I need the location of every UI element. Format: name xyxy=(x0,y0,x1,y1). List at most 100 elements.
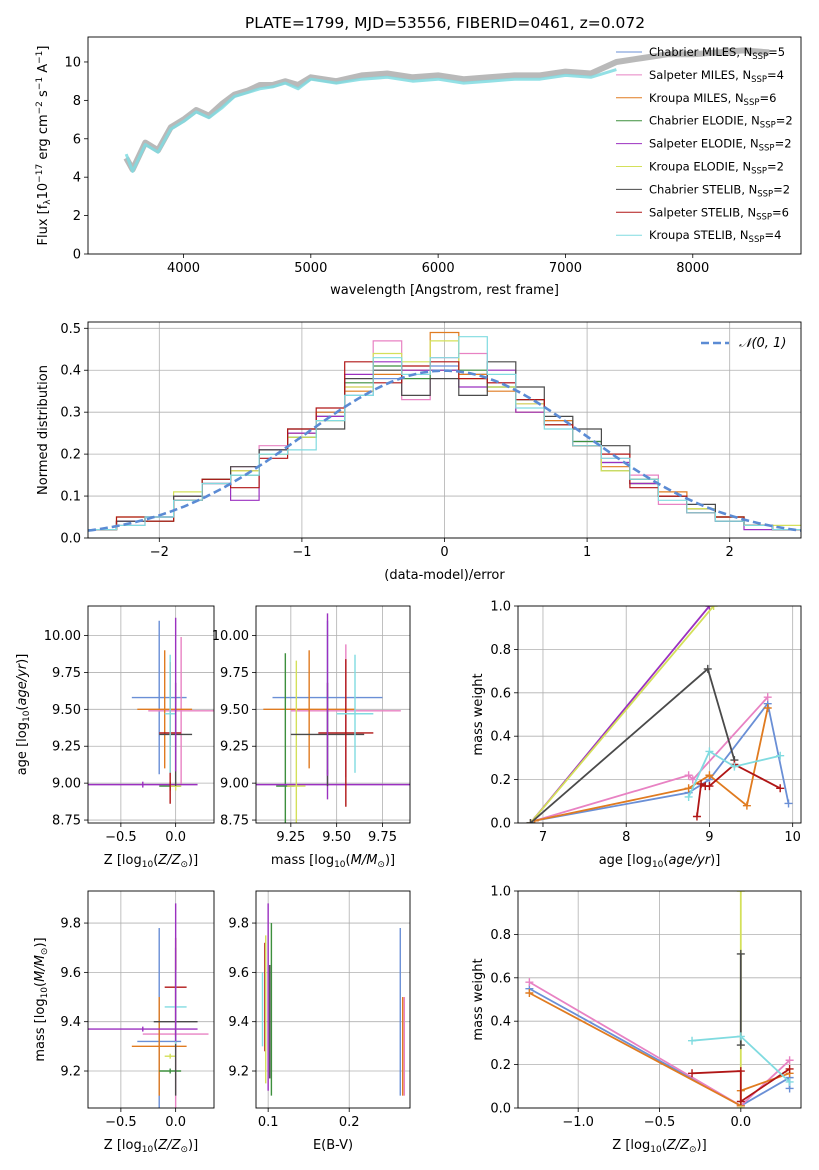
weight-marker xyxy=(705,771,714,780)
y-tick-label: 9.6 xyxy=(60,966,81,981)
y-tick-label: 0.1 xyxy=(60,490,81,505)
x-tick-label: 8000 xyxy=(676,261,709,276)
y-tick-label: 0.0 xyxy=(490,817,511,832)
y-tick-label: 0.4 xyxy=(60,364,81,379)
y-tick-label: 0 xyxy=(73,248,81,263)
y-tick-label: 0.8 xyxy=(490,643,511,658)
residual-hist-Kroupa STELIB xyxy=(88,336,801,531)
y-tick-label: 9.50 xyxy=(220,703,249,718)
y-axis-label: mass weight xyxy=(471,673,486,755)
y-tick-label: 4 xyxy=(73,171,81,186)
y-tick-label: 9.8 xyxy=(60,917,81,932)
weight-line xyxy=(691,1068,791,1104)
x-tick-label: 6000 xyxy=(422,261,455,276)
errorbar-point xyxy=(131,620,187,775)
x-tick-label: −1.0 xyxy=(562,1115,594,1130)
mass_vs_Z-panel: −0.5 0.0 9.2 9.4 9.6 9.8 Z [log10(Z/Z⊙)] mass [… xyxy=(33,890,215,1155)
weight-marker xyxy=(736,891,745,895)
x-tick-label: −0.5 xyxy=(105,830,137,845)
weight-marker xyxy=(736,1067,745,1076)
errorbar-point xyxy=(164,654,176,773)
weight-lines xyxy=(525,891,794,1108)
x-tick-label: −0.5 xyxy=(644,1115,676,1130)
axes-frame xyxy=(87,321,802,539)
weight-marker xyxy=(705,747,714,756)
weight-marker xyxy=(688,1036,697,1045)
y-tick-label: 0.2 xyxy=(60,448,81,463)
residual-steps xyxy=(88,331,801,532)
weight-lines xyxy=(526,606,793,823)
y-tick-label: 0.8 xyxy=(490,928,511,943)
weight-line xyxy=(529,606,715,823)
x-axis-label: Z [log10(Z/Z⊙)] xyxy=(104,853,198,870)
errorbars xyxy=(88,617,214,804)
spectrum-series-model xyxy=(124,68,617,173)
weight-marker xyxy=(709,606,718,610)
y-tick-label: 0.2 xyxy=(490,773,511,788)
mass_vs_EBV-panel: 0.1 0.2 9.2 9.4 9.6 9.8 E(B-V) xyxy=(228,890,411,1153)
legend-label: Kroupa ELODIE, NSSP=2 xyxy=(649,160,784,177)
errorbar-point xyxy=(287,660,306,823)
x-axis-label: age [log10(age/yr)] xyxy=(599,853,721,870)
x-axis-label: wavelength [Angstrom, rest frame] xyxy=(330,283,559,298)
y-tick-label: 0.5 xyxy=(60,322,81,337)
weight-marker xyxy=(763,693,772,702)
x-tick-label: 2 xyxy=(726,545,734,560)
y-tick-label: 8 xyxy=(73,94,81,109)
y-axis-label: mass weight xyxy=(471,958,486,1040)
y-tick-label: 2 xyxy=(73,209,81,224)
y-tick-label: 9.6 xyxy=(228,966,249,981)
y-tick-label: 10.00 xyxy=(212,629,249,644)
y-tick-label: 9.8 xyxy=(228,917,249,932)
weight-marker xyxy=(684,792,693,801)
legend-label: 𝒩(0, 1) xyxy=(739,336,786,351)
weight-marker xyxy=(736,1097,745,1106)
y-tick-label: 9.75 xyxy=(52,666,81,681)
x-axis-label: (data-model)/error xyxy=(384,568,505,583)
legend-label: Kroupa MILES, NSSP=6 xyxy=(649,91,776,108)
y-tick-label: 9.2 xyxy=(60,1065,81,1080)
y-tick-label: 8.75 xyxy=(220,814,249,829)
x-axis-label: Z [log10(Z/Z⊙)] xyxy=(104,1138,198,1155)
axes-frame xyxy=(517,890,802,1109)
series-Salpeter MILES xyxy=(530,693,772,823)
y-tick-label: 9.00 xyxy=(52,777,81,792)
errorbar-point xyxy=(88,781,198,788)
errorbars xyxy=(88,903,209,1108)
weight-line xyxy=(534,696,769,822)
errorbar-point xyxy=(164,1053,176,1059)
axes-frame xyxy=(87,605,215,824)
x-tick-label: 10 xyxy=(784,830,801,845)
y-tick-label: 0.6 xyxy=(490,686,511,701)
age_vs_mass-panel: 9.25 9.50 9.75 8.75 9.00 9.25 9.50 9.75 10.00 mas… xyxy=(212,605,411,870)
errorbar-point xyxy=(148,637,214,785)
weight-marker xyxy=(703,664,712,673)
y-tick-label: 1.0 xyxy=(490,885,511,900)
x-tick-label: 7000 xyxy=(549,261,582,276)
y-tick-label: 1.0 xyxy=(490,600,511,615)
axes-frame xyxy=(255,890,411,1109)
weight-marker xyxy=(776,751,785,760)
weight-marker xyxy=(692,812,701,821)
weight-marker xyxy=(705,782,714,791)
gaussian-curve xyxy=(88,369,801,532)
legend-label: Kroupa STELIB, NSSP=4 xyxy=(649,228,781,245)
spectrum-series-data xyxy=(123,47,770,173)
weight-marker xyxy=(688,1069,697,1078)
weight-marker xyxy=(688,775,697,784)
weight-marker xyxy=(684,784,693,793)
weight-marker xyxy=(525,988,534,997)
legend-label: Chabrier ELODIE, NSSP=2 xyxy=(649,114,793,131)
legend-label: Chabrier STELIB, NSSP=2 xyxy=(649,182,790,199)
y-tick-label: 9.4 xyxy=(60,1015,81,1030)
weight-marker xyxy=(785,1056,794,1065)
y-tick-label: 9.75 xyxy=(220,666,249,681)
weight-marker xyxy=(784,799,793,808)
weight-marker xyxy=(730,762,739,771)
series-Kroupa STELIB xyxy=(688,1032,794,1086)
axes-frame xyxy=(87,890,215,1109)
legend-label: Chabrier MILES, NSSP=5 xyxy=(649,45,785,62)
x-tick-label: −1 xyxy=(292,545,311,560)
y-tick-label: 9.2 xyxy=(228,1065,249,1080)
weight-marker xyxy=(736,1032,745,1041)
